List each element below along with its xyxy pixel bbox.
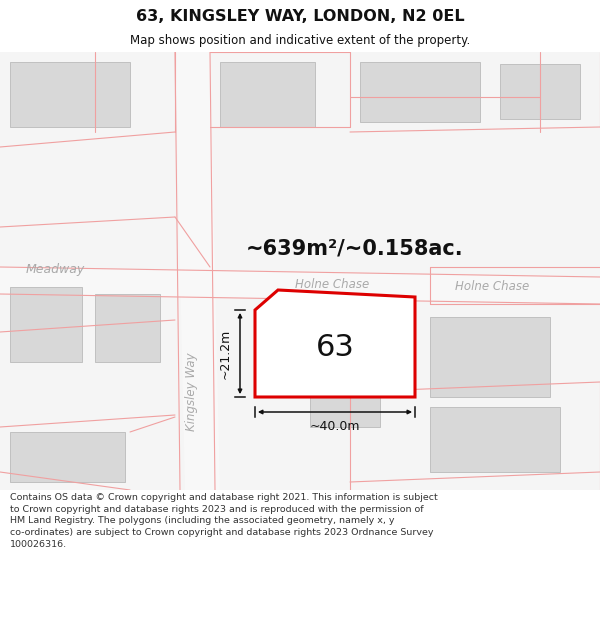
Bar xyxy=(10,62,130,127)
Bar xyxy=(430,317,550,397)
Text: ~639m²/~0.158ac.: ~639m²/~0.158ac. xyxy=(246,238,464,258)
Bar xyxy=(95,294,160,362)
Text: 63: 63 xyxy=(316,332,355,361)
Bar xyxy=(500,64,580,119)
Text: Kingsley Way: Kingsley Way xyxy=(185,352,199,431)
Polygon shape xyxy=(175,52,220,490)
Bar xyxy=(360,62,480,122)
Bar xyxy=(10,432,125,482)
Text: Holne Chase: Holne Chase xyxy=(455,279,529,292)
Bar xyxy=(220,62,315,127)
Text: Contains OS data © Crown copyright and database right 2021. This information is : Contains OS data © Crown copyright and d… xyxy=(10,492,437,549)
Bar xyxy=(10,287,82,362)
Bar xyxy=(275,307,375,372)
Text: Holne Chase: Holne Chase xyxy=(295,278,369,291)
Polygon shape xyxy=(0,267,600,304)
Text: 63, KINGSLEY WAY, LONDON, N2 0EL: 63, KINGSLEY WAY, LONDON, N2 0EL xyxy=(136,9,464,24)
Text: ~21.2m: ~21.2m xyxy=(219,328,232,379)
Polygon shape xyxy=(255,290,415,397)
Text: Meadway: Meadway xyxy=(25,264,85,276)
Bar xyxy=(310,377,380,427)
Bar xyxy=(430,407,560,472)
Text: Map shows position and indicative extent of the property.: Map shows position and indicative extent… xyxy=(130,34,470,47)
Text: ~40.0m: ~40.0m xyxy=(310,420,360,433)
